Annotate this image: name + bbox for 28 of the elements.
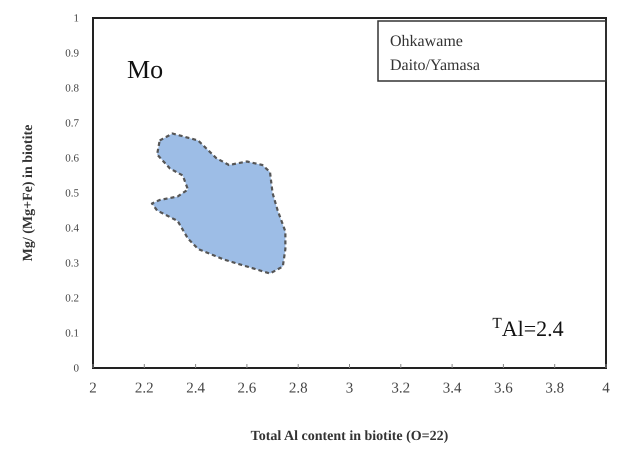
x-tick-label: 4	[602, 380, 610, 397]
annotation: $^{T}$Al=2.4	[492, 314, 564, 341]
x-tick-label: 2.4	[186, 380, 206, 397]
x-tick-label: 3.4	[442, 380, 462, 397]
y-tick-label: 0.3	[65, 258, 80, 270]
y-tick-label: 0.6	[65, 152, 80, 165]
y-tick-label: 0	[74, 362, 80, 375]
annotation: Ohkawame	[390, 33, 463, 50]
y-tick-label: 0.2	[65, 292, 79, 305]
y-tick-label: 0.9	[65, 48, 80, 60]
x-tick-label: 3.2	[391, 380, 410, 397]
x-tick-label: 2.2	[134, 380, 154, 397]
y-axis-title: Mg/ (Mg+Fe) in biotite	[21, 124, 36, 262]
x-tick-label: 3.6	[494, 380, 514, 397]
y-tick-label: 0.4	[65, 222, 80, 235]
y-tick-label: 0.7	[65, 118, 80, 130]
annotation: Mo	[127, 55, 164, 84]
x-tick-label: 3	[346, 380, 354, 397]
x-tick-label: 2	[89, 380, 97, 397]
x-tick-label: 2.6	[238, 380, 257, 397]
x-tick-label: 2.8	[288, 380, 308, 397]
x-tick-label: 3.8	[545, 380, 564, 397]
y-tick-label: 0.5	[65, 188, 80, 200]
y-tick-label: 1	[74, 12, 79, 25]
annotation: Daito/Yamasa	[390, 57, 480, 74]
x-axis-title: Total Al content in biotite (O=22)	[250, 429, 449, 444]
y-tick-label: 0.1	[65, 328, 79, 340]
y-tick-label: 0.8	[65, 82, 80, 95]
